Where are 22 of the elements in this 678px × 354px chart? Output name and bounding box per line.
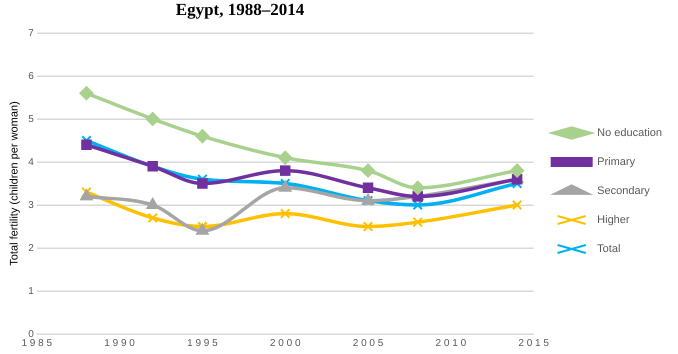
x-tick-label: 2 0 1 0 — [436, 338, 467, 349]
y-tick-label: 5 — [28, 114, 34, 125]
x-tick-label: 2 0 1 5 — [518, 338, 550, 349]
y-tick-label: 4 — [28, 156, 34, 168]
x-tick-label: 1 9 8 5 — [21, 338, 52, 349]
y-tick-label: 1 — [28, 286, 34, 297]
legend-label: Total — [597, 243, 620, 256]
y-tick-label: 3 — [28, 200, 34, 211]
legend-label: Secondary — [597, 185, 650, 198]
y-tick-label: 2 — [28, 242, 34, 254]
legend-label: No education — [597, 127, 662, 140]
y-axis-title: Total fertility (children per woman) — [8, 101, 21, 266]
chart-title: Egypt, 1988–2014 — [174, 0, 306, 20]
legend-label: Primary — [597, 156, 636, 168]
x-tick-label: 2 0 0 0 — [270, 338, 301, 349]
y-tick-label: 7 — [28, 28, 34, 39]
y-tick-label: 0 — [28, 328, 34, 340]
x-tick-label: 1 9 9 5 — [187, 338, 218, 349]
y-tick-label: 6 — [28, 70, 34, 82]
x-tick-label: 1 9 9 0 — [104, 338, 136, 349]
x-tick-label: 2 0 0 5 — [352, 338, 384, 349]
legend-label: Higher — [597, 214, 630, 226]
